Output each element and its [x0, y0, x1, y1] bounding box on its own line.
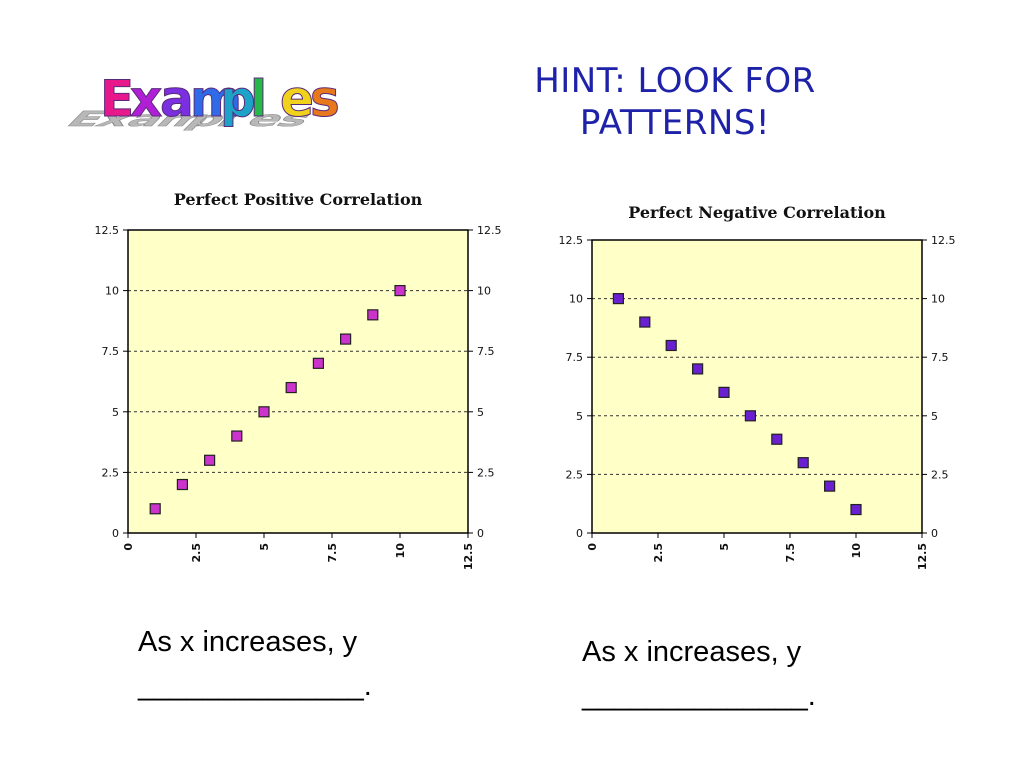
data-point	[771, 433, 783, 445]
x-tick-label: 2.5	[652, 543, 665, 563]
logo-letter: E	[100, 70, 134, 128]
x-tick-label: 0	[122, 543, 135, 551]
y-tick-label-left: 0	[112, 527, 119, 540]
data-point	[639, 316, 651, 328]
y-tick-label-right: 7.5	[931, 351, 949, 364]
y-tick-label-left: 12.5	[95, 224, 120, 237]
x-tick-label: 10	[394, 543, 407, 559]
y-tick-label-left: 5	[112, 406, 119, 419]
x-tick-label: 2.5	[190, 543, 203, 563]
data-point	[612, 292, 625, 305]
x-tick-label: 7.5	[326, 543, 339, 563]
data-point	[231, 430, 243, 442]
data-point	[367, 309, 379, 321]
data-point	[665, 339, 677, 352]
hint-text: HINT: LOOK FOR PATTERNS!	[470, 60, 880, 144]
caption-left-line-2: ______________.	[138, 670, 372, 702]
x-tick-label: 12.5	[916, 543, 929, 570]
data-point	[744, 410, 756, 422]
y-tick-label-left: 2.5	[566, 468, 584, 481]
x-tick-label: 12.5	[462, 543, 475, 570]
y-tick-label-left: 10	[105, 285, 119, 298]
y-tick-label-right: 0	[477, 527, 484, 540]
y-tick-label-right: 7.5	[477, 345, 495, 358]
x-tick-label: 5	[258, 543, 271, 551]
data-point	[340, 333, 352, 345]
data-point	[824, 480, 836, 492]
data-point	[718, 386, 730, 398]
caption-right: As x increases, y ______________.	[582, 630, 816, 718]
logo-letter: x	[130, 70, 162, 128]
y-tick-label-right: 0	[931, 527, 938, 540]
hint-line-2: PATTERNS!	[579, 103, 771, 143]
y-tick-label-left: 10	[569, 293, 583, 306]
data-point	[285, 381, 297, 394]
x-tick-label: 10	[850, 543, 863, 559]
y-tick-label-left: 0	[576, 527, 583, 540]
data-point	[797, 457, 809, 469]
y-tick-label-left: 2.5	[102, 466, 120, 479]
caption-right-line-1: As x increases, y	[582, 636, 802, 668]
y-tick-label-right: 12.5	[931, 234, 956, 247]
plot-frame	[127, 229, 469, 534]
caption-left: As x increases, y ______________.	[138, 620, 372, 708]
chart-title: Perfect Positive Correlation	[174, 190, 423, 209]
data-point	[394, 284, 406, 297]
data-point	[850, 503, 862, 516]
logo-letter: e	[280, 70, 314, 128]
logo-letter: m	[190, 70, 242, 128]
y-tick-label-left: 12.5	[559, 234, 584, 247]
logo-letter: p	[220, 70, 256, 128]
caption-right-line-2: ______________.	[582, 680, 816, 712]
hint-line-1: HINT: LOOK FOR	[534, 61, 816, 101]
data-point	[149, 503, 161, 515]
chart-title: Perfect Negative Correlation	[628, 203, 886, 222]
data-point	[258, 406, 270, 418]
plot-area	[592, 240, 922, 533]
y-tick-label-left: 7.5	[102, 345, 120, 358]
y-tick-label-right: 10	[931, 293, 945, 306]
y-tick-label-right: 12.5	[477, 224, 502, 237]
data-point	[692, 363, 704, 375]
data-point	[176, 478, 189, 491]
y-tick-label-right: 2.5	[477, 466, 495, 479]
x-tick-label: 7.5	[784, 543, 797, 563]
y-tick-label-right: 2.5	[931, 468, 949, 481]
logo-letter: a	[160, 70, 194, 128]
y-tick-label-right: 10	[477, 285, 491, 298]
y-tick-label-left: 5	[576, 410, 583, 423]
x-tick-label: 0	[586, 543, 599, 551]
caption-left-line-1: As x increases, y	[138, 626, 358, 658]
data-point	[312, 357, 324, 369]
logo-letter: l	[250, 70, 267, 128]
logo-letter: s	[310, 70, 340, 128]
data-point	[203, 454, 216, 466]
x-tick-label: 5	[718, 543, 731, 551]
y-tick-label-left: 7.5	[566, 351, 584, 364]
plot-frame	[591, 239, 923, 534]
y-tick-label-right: 5	[931, 410, 938, 423]
y-tick-label-right: 5	[477, 406, 484, 419]
